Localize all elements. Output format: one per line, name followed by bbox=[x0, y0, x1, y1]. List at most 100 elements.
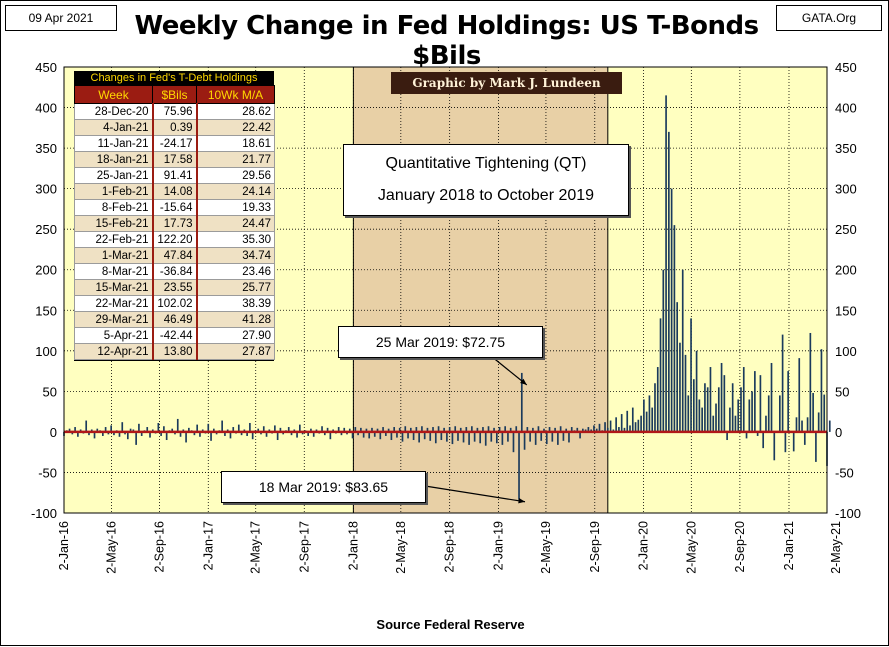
bar bbox=[93, 431, 96, 439]
y-tick-label-left: 300 bbox=[35, 182, 57, 197]
bar bbox=[495, 431, 498, 444]
bar bbox=[792, 431, 795, 452]
bar bbox=[670, 188, 673, 432]
bar bbox=[104, 427, 107, 432]
bar bbox=[118, 431, 121, 437]
bar bbox=[676, 302, 679, 432]
bar bbox=[520, 372, 523, 432]
table-row: 29-Mar-21 46.49 41.28 bbox=[74, 311, 275, 328]
bar bbox=[606, 427, 609, 432]
bar bbox=[548, 427, 551, 432]
bar bbox=[398, 427, 401, 432]
credit-banner: Graphic by Mark J. Lundeen bbox=[391, 72, 622, 94]
table-row: 18-Jan-21 17.58 21.77 bbox=[74, 151, 275, 168]
bar bbox=[462, 431, 465, 443]
x-tick-label: 2-May-16 bbox=[104, 521, 118, 574]
bar bbox=[299, 424, 301, 432]
bar bbox=[443, 427, 445, 432]
y-tick-label-left: 250 bbox=[35, 222, 57, 237]
table-cell: 17.58 bbox=[151, 151, 198, 168]
bar bbox=[296, 431, 298, 438]
bar bbox=[368, 431, 371, 439]
bar bbox=[698, 399, 701, 432]
table-row: 1-Mar-21 47.84 34.74 bbox=[74, 247, 275, 264]
table-cell: 13.80 bbox=[151, 343, 198, 360]
table-cell: -42.44 bbox=[151, 327, 198, 344]
bar bbox=[251, 431, 254, 440]
bar bbox=[362, 431, 365, 438]
bar bbox=[565, 428, 568, 432]
y-tick-label-left: 350 bbox=[35, 141, 57, 156]
bar bbox=[360, 427, 362, 432]
table-cell: 5-Apr-21 bbox=[74, 327, 153, 344]
bar bbox=[149, 431, 151, 438]
bar bbox=[742, 367, 745, 432]
source-label: Source Federal Reserve bbox=[376, 617, 525, 632]
bar bbox=[779, 395, 781, 432]
bar bbox=[265, 431, 268, 437]
x-tick-label: 2-Sep-20 bbox=[733, 521, 747, 572]
bar bbox=[648, 395, 651, 432]
bar bbox=[795, 417, 798, 432]
table-cell: 91.41 bbox=[151, 167, 198, 184]
bar bbox=[620, 414, 623, 432]
bar bbox=[224, 431, 226, 436]
table-cell: 8-Mar-21 bbox=[74, 263, 153, 280]
bar bbox=[426, 427, 429, 432]
bar bbox=[770, 362, 773, 432]
table-cell: 28-Dec-20 bbox=[74, 103, 153, 120]
bar bbox=[673, 225, 676, 432]
bar bbox=[731, 383, 734, 432]
bar bbox=[557, 431, 559, 445]
x-tick-label: 2-Jan-20 bbox=[637, 521, 651, 570]
bar bbox=[609, 420, 612, 432]
bar bbox=[679, 342, 681, 432]
bar bbox=[129, 428, 132, 432]
bar bbox=[762, 431, 765, 449]
bar bbox=[709, 367, 712, 432]
bar bbox=[723, 375, 726, 432]
x-tick-label: 2-May-18 bbox=[394, 521, 408, 574]
table-cell: 29.56 bbox=[196, 167, 275, 184]
bar bbox=[421, 426, 423, 432]
y-tick-label-right: 0 bbox=[835, 425, 842, 440]
bar bbox=[212, 428, 215, 432]
table-cell: -36.84 bbox=[151, 263, 198, 280]
bar bbox=[504, 426, 506, 432]
bar bbox=[526, 427, 529, 432]
table-cell: 41.28 bbox=[196, 311, 275, 328]
bar bbox=[196, 424, 199, 432]
bar bbox=[484, 431, 487, 446]
bar bbox=[357, 431, 359, 436]
bar bbox=[74, 427, 76, 432]
bar bbox=[745, 431, 748, 439]
bar bbox=[756, 431, 759, 436]
bar bbox=[393, 427, 396, 432]
bar bbox=[532, 427, 534, 432]
table-row: 25-Jan-21 91.41 29.56 bbox=[74, 167, 275, 184]
holdings-table-panel: Changes in Fed's T-Debt Holdings Week $Bi… bbox=[74, 71, 275, 361]
bar bbox=[396, 431, 398, 438]
table-cell: 21.77 bbox=[196, 151, 275, 168]
y-tick-label-left: -100 bbox=[31, 506, 57, 521]
table-cell: 1-Mar-21 bbox=[74, 247, 153, 264]
bar bbox=[365, 428, 368, 432]
table-cell: 22-Mar-21 bbox=[74, 295, 153, 312]
bar bbox=[440, 431, 443, 441]
bar bbox=[773, 431, 776, 461]
table-cell: 23.46 bbox=[196, 263, 275, 280]
bar bbox=[801, 420, 803, 432]
bar bbox=[751, 391, 753, 432]
y-tick-label-right: 100 bbox=[835, 344, 857, 359]
bar bbox=[554, 427, 556, 432]
holdings-table: Week $Bils 10Wk M/A 28-Dec-20 75.96 28.62 4-J… bbox=[74, 85, 275, 360]
bar bbox=[687, 395, 690, 432]
bar bbox=[312, 431, 315, 437]
table-row: 15-Mar-21 23.55 25.77 bbox=[74, 279, 275, 296]
bar bbox=[448, 427, 451, 432]
bar bbox=[321, 426, 323, 432]
bar bbox=[493, 427, 495, 432]
bar bbox=[759, 375, 762, 432]
table-row: 8-Feb-21 -15.64 19.33 bbox=[74, 199, 275, 216]
table-header-2: 10Wk M/A bbox=[196, 85, 275, 104]
